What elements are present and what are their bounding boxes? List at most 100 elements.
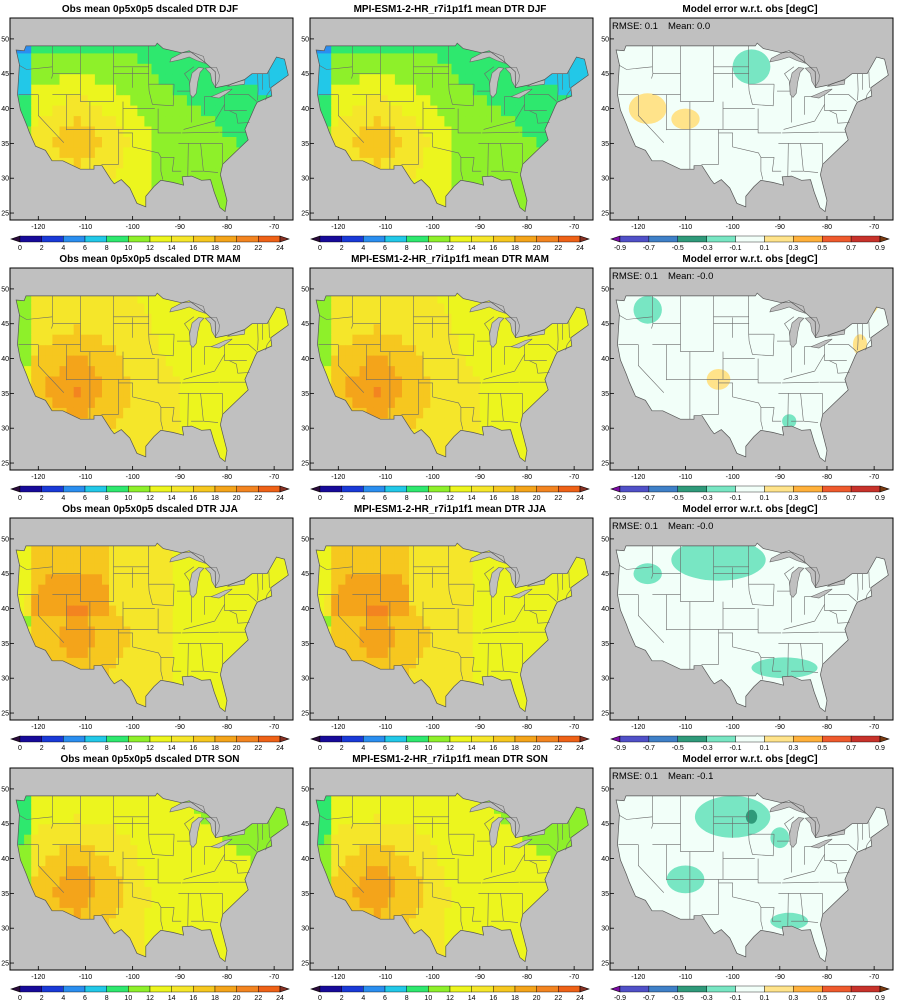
field-cell bbox=[444, 63, 453, 75]
field-cell bbox=[380, 646, 389, 658]
colorbar-segment bbox=[214, 735, 237, 743]
field-cell bbox=[264, 84, 273, 96]
field-cell bbox=[486, 407, 495, 419]
field-cell bbox=[416, 396, 424, 408]
colorbar-segment bbox=[128, 735, 151, 743]
field-cell bbox=[45, 126, 54, 137]
field-cell bbox=[352, 84, 361, 96]
colorbar-segment bbox=[514, 235, 537, 243]
field-cell bbox=[380, 94, 389, 106]
field-cell bbox=[123, 365, 131, 377]
field-cell bbox=[352, 94, 361, 106]
field-cell bbox=[557, 334, 566, 346]
field-cell bbox=[165, 376, 174, 387]
field-cell bbox=[165, 344, 174, 356]
field-cell bbox=[243, 84, 252, 96]
state-border bbox=[757, 108, 782, 134]
field-cell bbox=[387, 334, 396, 346]
state-border bbox=[803, 420, 819, 423]
field-cell bbox=[331, 365, 339, 377]
state-border bbox=[452, 84, 475, 107]
field-cell bbox=[144, 167, 153, 179]
state-border bbox=[401, 129, 419, 165]
field-cell bbox=[366, 84, 375, 96]
field-cell bbox=[158, 615, 167, 627]
colorbar-tick-label: -0.3 bbox=[701, 245, 713, 252]
field-cell bbox=[116, 365, 124, 377]
field-cell bbox=[465, 417, 474, 429]
great-lake bbox=[509, 88, 533, 99]
field-cell bbox=[345, 302, 354, 314]
field-cell bbox=[501, 344, 509, 356]
field-cell bbox=[437, 199, 446, 211]
field-cell bbox=[317, 594, 325, 606]
field-cell bbox=[172, 334, 181, 346]
colorbar-segment bbox=[677, 235, 707, 243]
field-cell bbox=[45, 43, 54, 54]
field-cell bbox=[331, 543, 339, 554]
field-cell bbox=[359, 563, 368, 575]
field-cell bbox=[536, 84, 545, 96]
field-cell bbox=[229, 584, 237, 596]
field-cell bbox=[24, 293, 32, 304]
field-cell bbox=[529, 115, 537, 127]
field-cell bbox=[529, 84, 537, 96]
field-cell bbox=[66, 563, 75, 575]
field-cell bbox=[87, 293, 96, 304]
field-cell bbox=[165, 136, 174, 148]
field-cell bbox=[194, 417, 202, 429]
colorbar-tick-label: -0.5 bbox=[672, 245, 684, 252]
field-cell bbox=[151, 63, 160, 75]
field-cell bbox=[331, 105, 339, 117]
field-cell bbox=[179, 667, 188, 679]
field-cell bbox=[472, 146, 481, 158]
field-cell bbox=[201, 84, 209, 96]
field-cell bbox=[109, 344, 117, 356]
field-cell bbox=[208, 376, 216, 387]
field-cell bbox=[80, 115, 89, 127]
field-cell bbox=[394, 334, 403, 346]
field-cell bbox=[264, 323, 273, 335]
y-tick-label: 40 bbox=[1, 606, 9, 613]
field-cell bbox=[278, 63, 287, 75]
state-border bbox=[457, 108, 482, 134]
colorbar-segment bbox=[764, 485, 794, 493]
state-border bbox=[418, 382, 460, 404]
x-tick-label: -110 bbox=[79, 724, 93, 731]
field-cell bbox=[501, 323, 509, 335]
field-cell bbox=[137, 84, 146, 96]
field-cell bbox=[366, 105, 375, 117]
field-cell bbox=[165, 105, 174, 117]
colorbar-tick-label: 2 bbox=[340, 495, 344, 502]
field-cell bbox=[387, 386, 396, 398]
field-cell bbox=[373, 334, 382, 346]
field-cell bbox=[52, 302, 61, 314]
field-cell bbox=[243, 323, 252, 335]
field-cell bbox=[31, 334, 39, 346]
field-cell bbox=[508, 386, 516, 398]
field-cell bbox=[458, 94, 467, 106]
field-cell bbox=[529, 136, 537, 148]
field-cell bbox=[373, 626, 382, 637]
field-cell bbox=[80, 302, 89, 314]
field-cell bbox=[66, 407, 75, 419]
field-cell bbox=[52, 52, 61, 64]
field-cell bbox=[373, 344, 382, 356]
field-cell bbox=[80, 594, 89, 606]
field-cell bbox=[338, 344, 346, 356]
state-border bbox=[171, 657, 182, 672]
field-cell bbox=[52, 73, 61, 85]
field-cell bbox=[257, 323, 266, 335]
field-cell bbox=[472, 396, 481, 408]
field-cell bbox=[250, 584, 259, 596]
field-cell bbox=[494, 115, 502, 127]
field-cell bbox=[515, 167, 523, 179]
field-cell bbox=[380, 302, 389, 314]
field-cell bbox=[324, 73, 332, 85]
colorbar-tick-label: 0.3 bbox=[788, 245, 798, 252]
field-cell bbox=[423, 344, 431, 356]
field-cell bbox=[17, 552, 25, 564]
field-cell bbox=[87, 626, 96, 637]
field-cell bbox=[66, 355, 75, 367]
field-cell bbox=[17, 323, 25, 335]
